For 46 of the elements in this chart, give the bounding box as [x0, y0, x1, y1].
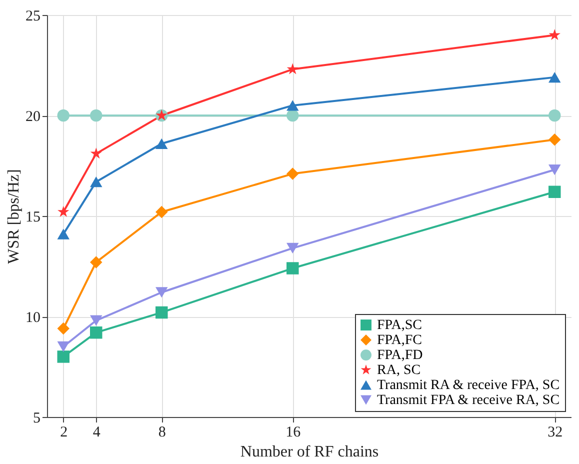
y-tick-label: 15 [26, 210, 40, 226]
point [286, 100, 299, 111]
point [156, 287, 168, 298]
point [90, 176, 102, 188]
point [548, 133, 561, 146]
point [57, 228, 70, 240]
y-axis-title: WSR [bps/Hz] [6, 169, 22, 264]
point [286, 262, 299, 274]
point [548, 28, 560, 40]
point [57, 322, 70, 335]
legend-label: FPA,FD [377, 348, 423, 363]
point [286, 63, 298, 74]
point [90, 148, 102, 159]
x-tick-label: 16 [286, 424, 302, 440]
point [548, 72, 561, 83]
point [57, 341, 70, 352]
point [156, 138, 168, 149]
point [156, 206, 168, 218]
x-axis-title: Number of RF chains [240, 444, 379, 460]
legend-label: Transmit FPA & receive RA, SC [377, 393, 560, 408]
point [57, 109, 70, 122]
y-tick-label: 25 [26, 8, 40, 24]
legend-label: RA, SC [377, 363, 421, 378]
point [90, 326, 102, 339]
point [90, 109, 102, 122]
point [548, 109, 561, 122]
point [57, 350, 70, 363]
point [286, 168, 299, 180]
point [286, 109, 299, 122]
legend-label: FPA,FC [377, 333, 422, 348]
point [90, 256, 102, 268]
y-tick-label: 10 [26, 310, 40, 326]
y-tick-label: 5 [33, 410, 40, 426]
point [548, 186, 561, 198]
x-tick-label: 32 [548, 424, 563, 440]
point [58, 206, 70, 217]
legend-label: Transmit RA & receive FPA, SC [377, 378, 560, 393]
point [286, 242, 299, 254]
y-tick-label: 20 [26, 109, 40, 125]
point [156, 306, 168, 319]
x-tick-label: 8 [158, 424, 166, 440]
legend-label: FPA,SC [377, 318, 422, 333]
point [548, 164, 561, 176]
point [90, 315, 102, 326]
x-tick-label: 2 [60, 424, 68, 440]
x-tick-label: 4 [92, 424, 101, 440]
